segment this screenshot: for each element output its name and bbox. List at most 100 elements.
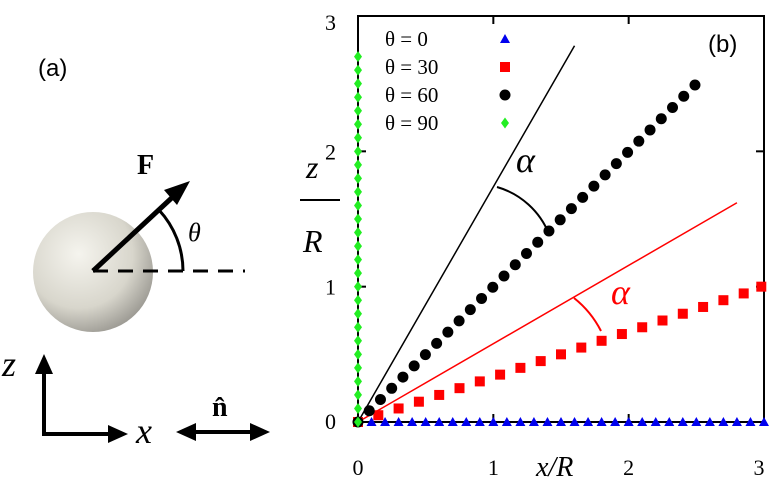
data-point-triangle: [623, 417, 634, 426]
data-point-square: [393, 403, 404, 414]
data-point-circle: [464, 304, 476, 316]
x-axis-arrow-head: [108, 425, 128, 443]
x-tick-label: 2: [623, 455, 634, 480]
data-point-circle: [442, 326, 454, 338]
data-point-triangle: [583, 417, 594, 426]
data-point-diamond: [354, 294, 362, 306]
data-point-diamond: [354, 240, 362, 252]
z-axis-label: z: [1, 344, 16, 384]
x-tick-label: 3: [754, 455, 765, 480]
normal-vector-label: n̂: [212, 392, 228, 423]
axis-ticks: 0 1 2 3 0 1 2 3: [325, 10, 765, 480]
data-point-diamond: [354, 78, 362, 90]
data-point-diamond: [354, 308, 362, 320]
data-point-triangle: [704, 417, 715, 426]
data-point-circle: [363, 405, 375, 417]
panel-b-label: (b): [708, 31, 737, 58]
legend-label: θ = 0: [385, 27, 428, 51]
force-arrow-head: [164, 181, 190, 205]
force-label: F: [137, 150, 154, 181]
legend-label: θ = 30: [385, 55, 438, 79]
data-point-square: [637, 322, 648, 333]
data-point-circle: [599, 169, 611, 181]
data-point-square: [413, 396, 424, 407]
y-tick-label: 1: [325, 275, 336, 300]
series-square: [353, 281, 767, 427]
alpha-label-black: α: [516, 140, 536, 180]
data-point-triangle: [637, 417, 648, 426]
data-point-triangle: [677, 417, 688, 426]
data-point-circle: [610, 158, 622, 170]
data-point-triangle: [393, 417, 404, 426]
panel-a: (a) F θ z x n̂: [1, 55, 270, 451]
data-point-diamond: [354, 172, 362, 184]
data-point-triangle: [569, 417, 580, 426]
data-point-triangle: [420, 417, 431, 426]
data-point-circle: [554, 214, 566, 226]
data-point-triangle: [731, 417, 742, 426]
legend-label: θ = 60: [385, 83, 438, 107]
data-point-triangle: [745, 417, 756, 426]
alpha-arc-red: [573, 297, 602, 332]
data-point-circle: [622, 146, 634, 158]
y-axis-label-numerator: z: [305, 149, 319, 185]
data-point-circle: [543, 225, 555, 237]
theta-angle-arc: [157, 208, 185, 272]
legend: θ = 0 θ = 30 θ = 60 θ = 90: [385, 27, 511, 135]
data-point-circle: [678, 90, 690, 102]
data-point-diamond: [354, 132, 362, 144]
series-diamond: [354, 51, 362, 428]
data-point-diamond: [354, 159, 362, 171]
data-point-triangle: [556, 417, 566, 426]
data-point-triangle: [610, 417, 621, 426]
data-point-triangle: [759, 417, 769, 426]
alpha-arc-black: [496, 186, 550, 235]
data-point-diamond: [354, 105, 362, 117]
data-point-triangle: [488, 417, 499, 426]
legend-marker-diamond: [501, 117, 509, 129]
data-point-square: [576, 342, 587, 353]
data-point-triangle: [366, 417, 377, 426]
force-arrow-shaft: [91, 191, 179, 273]
data-point-triangle: [691, 417, 702, 426]
data-point-diamond: [354, 389, 362, 401]
data-point-diamond: [354, 91, 362, 103]
data-point-circle: [419, 349, 431, 361]
data-point-diamond: [354, 64, 362, 76]
data-point-square: [616, 329, 627, 340]
data-point-circle: [431, 337, 443, 349]
legend-marker-square: [500, 62, 510, 72]
data-point-triangle: [596, 417, 607, 426]
data-point-diamond: [354, 254, 362, 266]
data-point-triangle: [542, 417, 553, 426]
data-point-circle: [374, 394, 386, 406]
data-point-square: [556, 349, 566, 360]
data-point-triangle: [528, 417, 539, 426]
data-point-diamond: [354, 267, 362, 279]
data-point-circle: [667, 101, 679, 113]
y-tick-label: 0: [325, 409, 336, 434]
data-point-square: [596, 335, 607, 346]
data-point-diamond: [354, 227, 362, 239]
data-point-circle: [588, 180, 600, 192]
series-triangle: [353, 417, 769, 426]
data-point-diamond: [354, 145, 362, 157]
data-point-square: [495, 369, 506, 380]
y-tick-label: 3: [325, 10, 336, 35]
data-point-circle: [577, 191, 589, 203]
reference-lines: [357, 45, 738, 423]
alpha-label-red: α: [611, 272, 631, 312]
data-point-triangle: [650, 417, 661, 426]
data-point-diamond: [354, 281, 362, 293]
data-point-triangle: [380, 417, 391, 426]
x-axis-label: x/R: [535, 452, 573, 483]
data-point-circle: [644, 124, 656, 136]
data-point-square: [738, 288, 749, 299]
data-point-diamond: [354, 186, 362, 198]
x-axis-label: x: [135, 411, 152, 451]
data-point-circle: [386, 382, 398, 394]
data-point-diamond: [354, 321, 362, 333]
data-point-triangle: [407, 417, 418, 426]
data-point-circle: [408, 360, 420, 372]
